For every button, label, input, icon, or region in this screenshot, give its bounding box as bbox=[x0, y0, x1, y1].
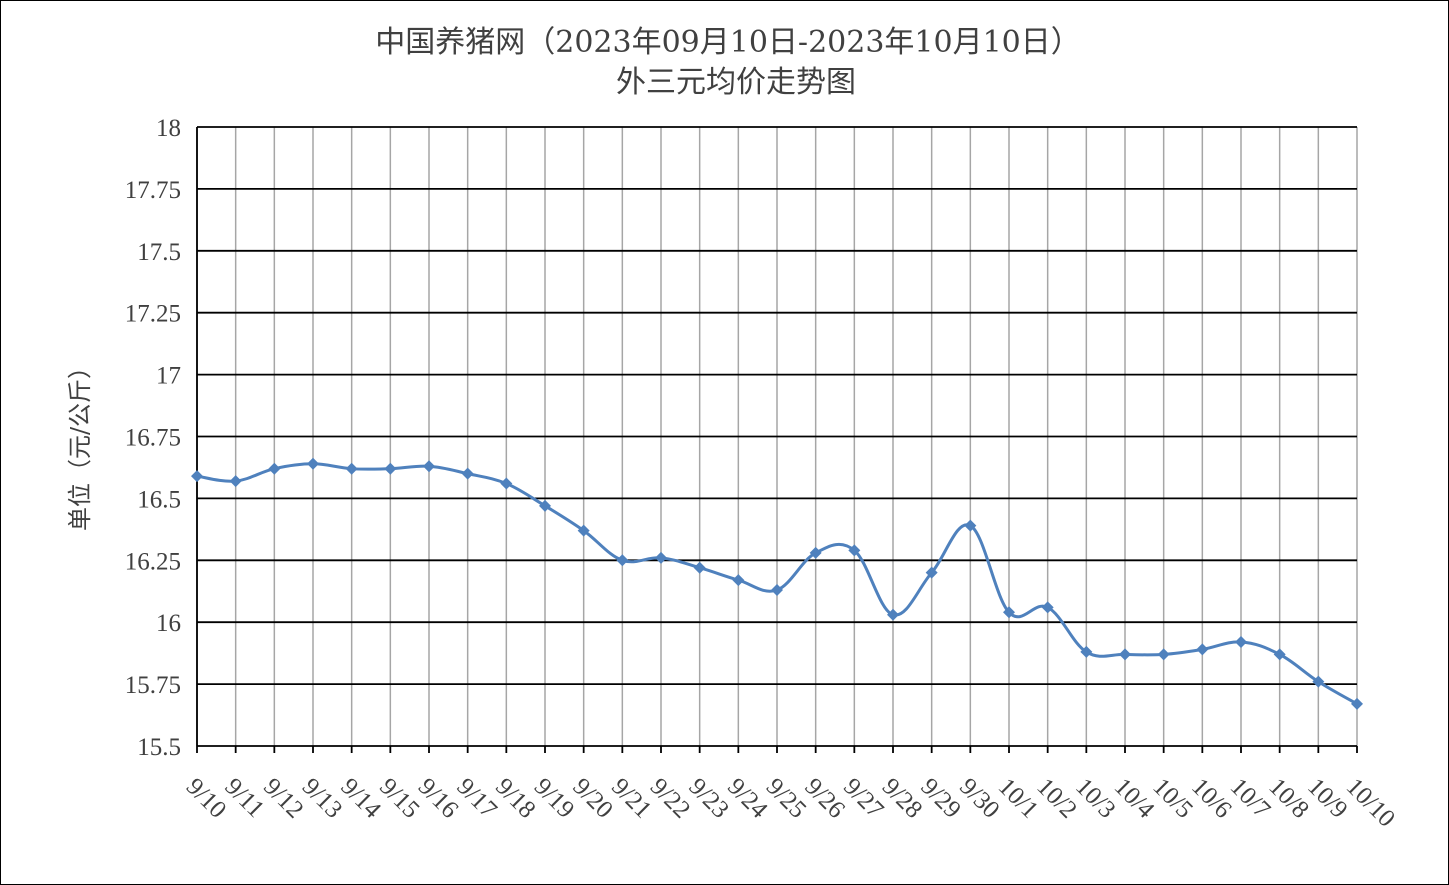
y-axis-label: 单位（元/公斤） bbox=[66, 355, 94, 531]
data-point-marker bbox=[1312, 675, 1325, 688]
data-point-marker bbox=[1003, 606, 1015, 619]
x-tick-label: 10/3 bbox=[1070, 773, 1121, 824]
y-tick-label: 17 bbox=[156, 363, 181, 390]
data-point-marker bbox=[925, 566, 938, 579]
y-tick-label: 17.25 bbox=[125, 301, 181, 328]
data-point-marker bbox=[229, 475, 242, 488]
x-tick-label: 9/29 bbox=[915, 773, 966, 824]
x-tick-label: 9/13 bbox=[297, 773, 348, 824]
x-tick-label: 9/11 bbox=[219, 773, 269, 823]
data-point-marker bbox=[307, 457, 319, 470]
data-point-marker bbox=[191, 470, 203, 483]
chart-title-line2: 外三元均价走势图 bbox=[616, 65, 856, 100]
x-tick-label: 9/14 bbox=[335, 773, 386, 824]
data-point-marker bbox=[964, 519, 977, 532]
data-point-marker bbox=[1041, 601, 1054, 614]
data-point-marker bbox=[500, 477, 513, 490]
y-tick-label: 17.75 bbox=[125, 177, 181, 204]
data-point-marker bbox=[1080, 645, 1093, 658]
x-tick-label: 9/27 bbox=[838, 773, 889, 824]
x-tick-label: 9/19 bbox=[529, 773, 580, 824]
y-tick-label: 18 bbox=[156, 115, 181, 142]
data-point-marker bbox=[771, 584, 783, 597]
x-tick-label: 9/16 bbox=[413, 773, 464, 824]
data-point-marker bbox=[539, 499, 551, 512]
x-tick-label: 9/20 bbox=[567, 773, 618, 824]
x-tick-label: 9/15 bbox=[374, 773, 425, 824]
x-tick-label: 10/6 bbox=[1186, 773, 1237, 824]
data-point-marker bbox=[384, 462, 397, 475]
data-point-marker bbox=[1119, 648, 1131, 661]
y-tick-label: 15.75 bbox=[125, 672, 181, 699]
data-point-marker bbox=[1235, 636, 1247, 649]
data-point-marker bbox=[616, 554, 629, 567]
data-point-marker bbox=[848, 544, 861, 557]
data-point-marker bbox=[268, 462, 281, 475]
y-tick-label: 16.75 bbox=[125, 425, 181, 452]
data-point-marker bbox=[423, 460, 435, 473]
x-tick-label: 9/10 bbox=[181, 773, 232, 824]
chart-title-line1: 中国养猪网（2023年09月10日-2023年10月10日） bbox=[375, 25, 1081, 60]
x-tick-label: 10/7 bbox=[1225, 773, 1276, 824]
x-tick-label: 9/24 bbox=[722, 773, 773, 824]
x-tick-label: 10/8 bbox=[1263, 773, 1314, 824]
x-tick-label: 9/23 bbox=[683, 773, 734, 824]
y-tick-label: 16.25 bbox=[125, 548, 181, 575]
data-point-marker bbox=[655, 551, 667, 564]
data-point-marker bbox=[887, 608, 899, 621]
x-tick-label: 10/4 bbox=[1109, 773, 1160, 824]
x-tick-label: 10/2 bbox=[1031, 773, 1082, 824]
data-point-marker bbox=[1196, 643, 1209, 656]
data-point-marker bbox=[1157, 648, 1170, 661]
x-tick-label: 10/1 bbox=[993, 773, 1044, 824]
x-tick-label: 9/26 bbox=[799, 773, 850, 824]
x-tick-label: 9/21 bbox=[606, 773, 657, 824]
data-point-marker bbox=[1273, 648, 1286, 661]
data-point-marker bbox=[809, 546, 822, 559]
x-tick-label: 9/22 bbox=[645, 773, 696, 824]
x-tick-label: 10/5 bbox=[1147, 773, 1198, 824]
data-point-marker bbox=[1351, 697, 1363, 710]
x-tick-label: 9/12 bbox=[258, 773, 309, 824]
y-axis-ticks: 15.5 15.75 16 16.25 16.5 16.75 17 17.25 17.5 17.7… bbox=[125, 115, 181, 761]
data-point-marker bbox=[732, 574, 745, 587]
series-layer bbox=[191, 457, 1363, 710]
data-point-marker bbox=[345, 462, 358, 475]
y-tick-label: 15.5 bbox=[137, 734, 181, 761]
x-tick-label: 9/25 bbox=[761, 773, 812, 824]
x-tick-label: 9/17 bbox=[451, 773, 502, 824]
data-point-marker bbox=[461, 467, 474, 480]
y-tick-label: 17.5 bbox=[137, 239, 181, 266]
data-point-marker bbox=[577, 524, 590, 537]
x-tick-label: 9/28 bbox=[877, 773, 928, 824]
x-axis-ticks: 9/109/119/129/139/149/159/169/179/189/19… bbox=[181, 773, 1400, 832]
y-tick-label: 16 bbox=[156, 610, 181, 637]
x-tick-label: 9/18 bbox=[490, 773, 541, 824]
y-tick-label: 16.5 bbox=[137, 486, 181, 513]
data-point-marker bbox=[693, 561, 706, 574]
grid-layer bbox=[196, 126, 1358, 753]
x-tick-label: 9/30 bbox=[954, 773, 1005, 824]
x-tick-label: 10/9 bbox=[1302, 773, 1353, 824]
